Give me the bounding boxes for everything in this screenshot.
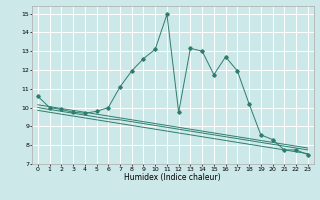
X-axis label: Humidex (Indice chaleur): Humidex (Indice chaleur) xyxy=(124,173,221,182)
